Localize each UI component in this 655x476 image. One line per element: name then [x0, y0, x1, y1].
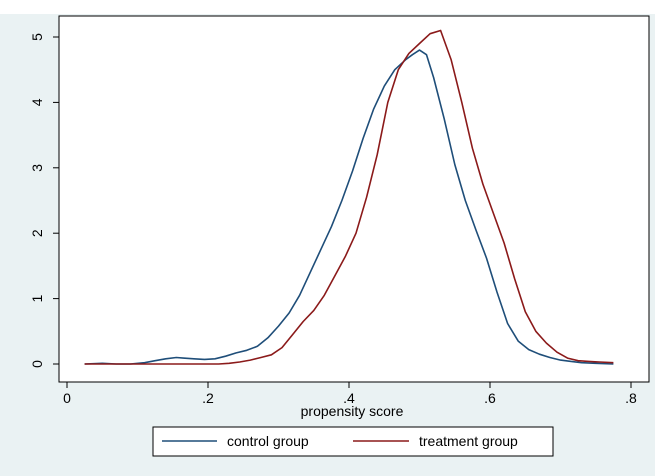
cropped-header-strip [0, 0, 655, 14]
x-tick-label: .4 [343, 390, 355, 406]
legend-label-control: control group [227, 433, 309, 449]
x-axis: 0 .2 .4 .6 .8 [63, 382, 637, 406]
y-tick-label: 1 [29, 294, 45, 302]
y-axis: 0 1 2 3 4 5 [29, 33, 59, 368]
plot-area [58, 15, 650, 383]
x-tick-label: .2 [202, 390, 214, 406]
x-tick-label: .6 [484, 390, 496, 406]
legend-label-treatment: treatment group [419, 433, 518, 449]
series-layer [84, 29, 614, 365]
x-tick-label: 0 [63, 390, 71, 406]
control-group-line [84, 49, 614, 365]
y-tick-label: 0 [29, 360, 45, 368]
y-tick-label: 3 [29, 164, 45, 172]
treatment-group-line [84, 29, 614, 365]
x-tick-label: .8 [625, 390, 637, 406]
legend: control group treatment group [152, 426, 554, 457]
y-tick-label: 2 [29, 229, 45, 237]
x-axis-title: propensity score [301, 403, 404, 419]
y-tick-label: 4 [29, 98, 45, 106]
y-tick-label: 5 [29, 33, 45, 41]
